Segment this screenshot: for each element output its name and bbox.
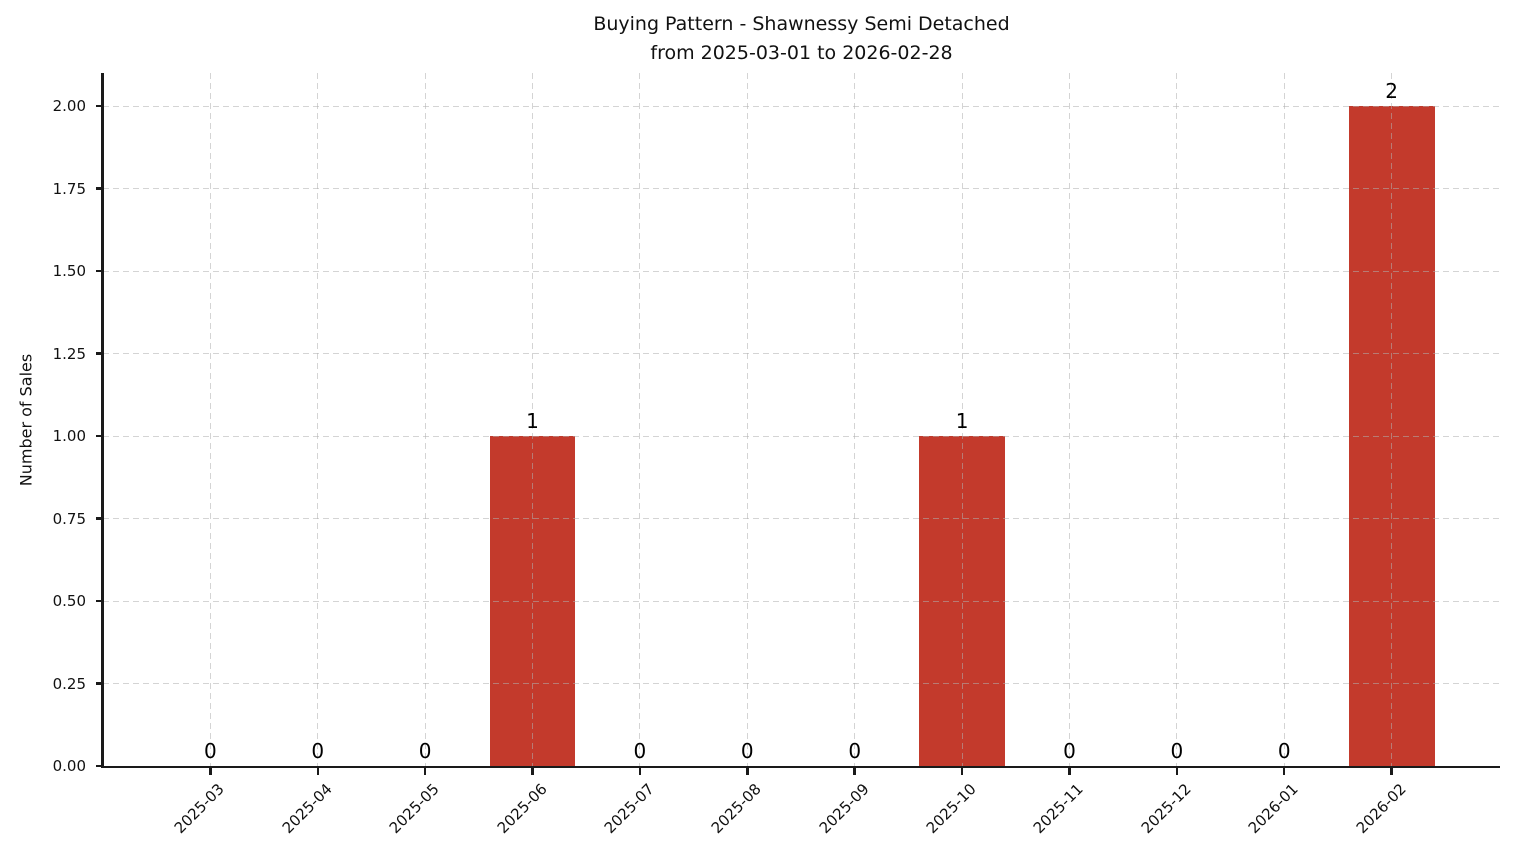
y-tick-1.25	[96, 352, 103, 355]
y-tick-1.00	[96, 434, 103, 438]
y-tick-label-0.25: 0.25	[52, 674, 86, 693]
x-tick-label-2025-09: 2025-09	[815, 780, 873, 838]
x-tick-label-2026-02: 2026-02	[1352, 780, 1410, 838]
bar-value-label-2025-03: 0	[204, 739, 217, 763]
x-tick-label-2025-11: 2025-11	[1030, 780, 1088, 838]
y-tick-2.00	[96, 104, 103, 108]
x-tick-2025-06	[531, 768, 534, 775]
x-tick-2025-05	[423, 768, 427, 775]
chart-title-block: Buying Pattern - Shawnessy Semi Detached…	[103, 10, 1500, 68]
v-gridline-2026-02	[1391, 73, 1393, 766]
x-tick-2026-02	[1390, 768, 1393, 775]
y-tick-0.00	[96, 764, 103, 768]
bar-value-label-2025-08: 0	[740, 739, 754, 763]
bar-value-label-2026-02: 2	[1385, 79, 1398, 103]
v-gridline-2025-07	[639, 73, 641, 766]
y-tick-label-2.00: 2.00	[52, 97, 86, 115]
h-gridline-2.00	[103, 105, 1499, 107]
y-tick-0.25	[96, 682, 103, 685]
h-gridline-1.75	[103, 188, 1499, 189]
y-tick-0.75	[96, 517, 103, 520]
chart-subtitle: from 2025-03-01 to 2026-02-28	[650, 42, 953, 64]
x-tick-2026-01	[1282, 768, 1286, 775]
bar-value-label-2025-07: 0	[633, 739, 647, 763]
x-axis-spine	[101, 765, 1500, 768]
h-gridline-0.25	[103, 683, 1499, 684]
x-tick-label-2025-06: 2025-06	[493, 780, 551, 838]
x-tick-2025-09	[853, 768, 856, 775]
bar-value-label-2026-01: 0	[1277, 739, 1291, 763]
h-gridline-1.50	[103, 270, 1499, 272]
v-gridline-2025-09	[854, 73, 856, 766]
x-tick-2025-11	[1068, 768, 1071, 775]
x-tick-2025-12	[1175, 768, 1179, 775]
bar-value-label-2025-09: 0	[848, 739, 862, 763]
x-tick-label-2025-04: 2025-04	[278, 780, 336, 838]
chart-title: Buying Pattern - Shawnessy Semi Detached	[593, 13, 1010, 35]
x-tick-label-2025-07: 2025-07	[600, 780, 658, 838]
x-tick-label-2025-10: 2025-10	[922, 780, 980, 838]
x-tick-2025-03	[209, 768, 212, 775]
v-gridline-2025-03	[209, 73, 211, 766]
v-gridline-2025-08	[746, 73, 748, 766]
bar-value-label-2025-05: 0	[418, 739, 432, 763]
y-tick-label-1.25: 1.25	[52, 344, 86, 363]
v-gridline-2025-10	[961, 73, 963, 766]
y-tick-label-0.75: 0.75	[52, 509, 86, 528]
y-tick-1.75	[96, 187, 103, 190]
v-gridline-2025-05	[424, 73, 426, 766]
x-tick-2025-08	[746, 768, 749, 775]
v-gridline-2026-01	[1283, 73, 1285, 766]
bar-value-label-2025-12: 0	[1170, 739, 1184, 763]
bar-value-label-2025-11: 0	[1063, 739, 1076, 763]
v-gridline-2025-12	[1176, 73, 1178, 766]
v-gridline-2025-06	[532, 73, 534, 766]
h-gridline-0.50	[103, 600, 1499, 602]
y-tick-label-1.00: 1.00	[52, 427, 86, 445]
x-tick-label-2026-01: 2026-01	[1244, 780, 1302, 838]
h-gridline-1.25	[103, 353, 1499, 354]
bar-value-label-2025-10: 1	[955, 409, 969, 433]
y-tick-0.50	[96, 599, 103, 603]
x-tick-2025-10	[960, 768, 964, 775]
v-gridline-2025-04	[317, 73, 319, 766]
y-tick-1.50	[96, 269, 103, 273]
x-tick-label-2025-12: 2025-12	[1137, 780, 1195, 838]
y-tick-label-0.50: 0.50	[52, 592, 86, 610]
h-gridline-1.00	[103, 435, 1499, 437]
x-tick-label-2025-08: 2025-08	[707, 780, 766, 838]
x-tick-label-2025-05: 2025-05	[385, 780, 443, 838]
y-axis-spine	[101, 73, 104, 768]
x-tick-2025-07	[638, 768, 642, 775]
y-tick-label-1.50: 1.50	[52, 262, 86, 280]
y-axis-label: Number of Sales	[16, 353, 36, 487]
bar-value-label-2025-06: 1	[526, 409, 539, 433]
y-tick-label-0.00: 0.00	[52, 757, 86, 775]
x-tick-2025-04	[316, 768, 320, 775]
x-tick-label-2025-03: 2025-03	[171, 780, 229, 838]
h-gridline-0.75	[103, 518, 1499, 519]
bar-value-label-2025-04: 0	[311, 739, 325, 763]
v-gridline-2025-11	[1068, 73, 1070, 766]
y-tick-label-1.75: 1.75	[52, 179, 86, 198]
